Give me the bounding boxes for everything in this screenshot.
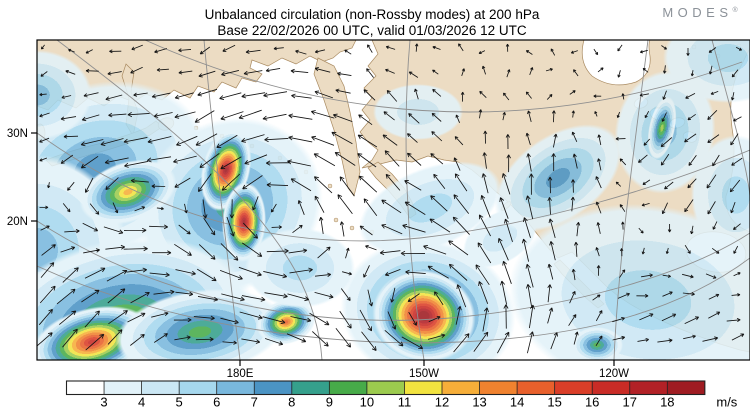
colorbar-tick-label: 13: [472, 395, 486, 408]
colorbar-tick-label: 16: [585, 395, 599, 408]
colorbar-tick-label: 18: [660, 395, 674, 408]
colorbar-tick-label: 14: [510, 395, 524, 408]
colorbar-tick-label: 10: [360, 395, 374, 408]
colorbar-tick-label: 15: [547, 395, 561, 408]
chart-subtitle: Base 22/02/2026 00 UTC, valid 01/03/2026…: [217, 23, 526, 38]
modes-logo: MODES®: [662, 5, 738, 20]
colorbar-tick-label: 7: [251, 395, 258, 408]
lon-tick-label: 180E: [227, 368, 254, 380]
colorbar-tick-label: 8: [288, 395, 295, 408]
colorbar: 3 4 5 6 7 8 9 10 11 12 13 14 15 16 17 18 m/s: [65, 380, 738, 408]
wind-speed-shading: [37, 40, 750, 360]
wind-vectors-layer: [37, 43, 745, 354]
lon-tick-label: 150W: [409, 368, 439, 380]
colorbar-unit: m/s: [716, 395, 737, 408]
axes-layer: 30N 20N 180E 150W 120W: [7, 39, 750, 380]
colorbar-tick-label: 6: [213, 395, 220, 408]
colorbar-tick-label: 3: [100, 395, 107, 408]
map-layers: [37, 40, 750, 360]
colorbar-tick-label: 11: [398, 395, 412, 408]
colorbar-tick-label: 12: [435, 395, 449, 408]
colorbar-tick-label: 17: [623, 395, 637, 408]
lon-tick-label: 120W: [599, 368, 629, 380]
lat-tick-label: 30N: [7, 128, 28, 140]
colorbar-tick-label: 4: [138, 395, 145, 408]
lat-tick-label: 20N: [7, 216, 28, 228]
colorbar-tick-label: 5: [176, 395, 183, 408]
colorbar-tick-label: 9: [326, 395, 333, 408]
chart-title: Unbalanced circulation (non-Rossby modes…: [205, 7, 540, 22]
